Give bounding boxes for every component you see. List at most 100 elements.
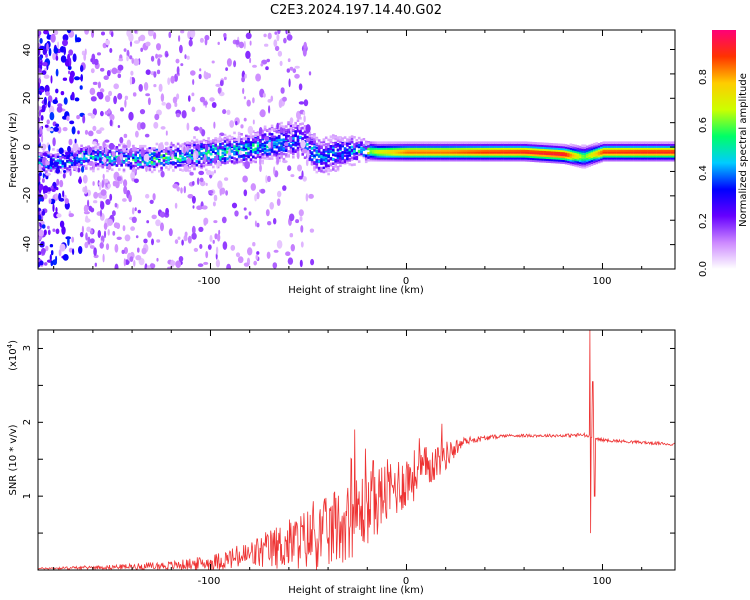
spectrogram-cell-759	[197, 152, 201, 155]
spectrogram-cell-141	[70, 165, 74, 169]
spectrogram-cell-1962	[395, 157, 399, 160]
spectrogram-cells	[38, 30, 675, 269]
spectrogram-speckle-654	[97, 81, 101, 89]
spectrogram-cell-767	[197, 140, 201, 143]
spectrogram-cell-2159	[440, 143, 443, 146]
spectrogram-cell-2427	[503, 147, 507, 150]
spectrogram-speckle-801	[104, 178, 109, 183]
spectrogram-cell-2547	[531, 147, 535, 151]
spectrogram-cell-2744	[576, 145, 580, 148]
spectrogram-cell-3026	[642, 157, 646, 160]
spectrogram-speckle-754	[198, 226, 204, 232]
spectrogram-speckle-544	[160, 170, 165, 178]
spectrogram-speckle-645	[103, 222, 108, 230]
spectrogram-cell-1851	[369, 158, 373, 162]
spectrogram-cell-1637	[332, 168, 335, 171]
spectrogram-cell-2914	[614, 141, 617, 144]
spectrogram-cell-2733	[574, 144, 577, 148]
spectrogram-cell-2900	[611, 149, 615, 152]
spectrogram-speckle-284	[56, 178, 60, 186]
spectrogram-cell-489	[143, 144, 147, 148]
spectrogram-cell-2205	[452, 151, 455, 154]
spectrogram-cell-2985	[633, 158, 636, 162]
spectrogram-cell-2939	[621, 151, 624, 154]
spectrogram-cell-2143	[437, 155, 441, 158]
spectrogram-speckle-245	[181, 110, 187, 119]
spectrogram-cell-532	[153, 147, 156, 150]
spectrogram-cell-723	[190, 144, 194, 147]
spectrogram-cell-3087	[656, 155, 660, 158]
spectrogram-cell-50	[49, 167, 53, 171]
spectrogram-cell-2158	[440, 145, 443, 148]
spectrogram-cell-1402	[299, 145, 302, 148]
spectrogram-speckle-518	[252, 64, 257, 68]
spectrogram-cell-1674	[336, 159, 340, 162]
spectrogram-cell-2197	[449, 147, 453, 150]
spectrogram-cell-2519	[524, 143, 528, 146]
spectrogram-cell-2337	[482, 147, 486, 150]
spectrogram-cell-2837	[597, 156, 601, 160]
spectrogram-cell-415	[129, 167, 133, 170]
spectrogram-cell-1993	[402, 155, 406, 158]
spectrogram-cell-1985	[400, 151, 403, 154]
spectrogram-cell-2999	[635, 151, 638, 154]
spectrogram-cell-2339	[482, 143, 486, 146]
spectrogram-cell-5	[38, 161, 41, 165]
spectrogram-speckle-347	[114, 263, 119, 269]
spectrogram-speckle-553	[277, 30, 281, 35]
spectrogram-cell-1582	[322, 143, 326, 147]
spectrogram-cell-920	[223, 133, 227, 137]
spectrogram-cell-1028	[242, 146, 246, 149]
spectrogram-cell-2467	[513, 147, 516, 150]
spectrogram-cell-2099	[426, 143, 429, 146]
spectrogram-cell-1717	[341, 138, 344, 141]
spectrogram-cell-53	[49, 166, 53, 169]
spectrogram-cell-1631	[329, 145, 333, 148]
spectrogram-cell-710	[188, 141, 192, 145]
spectrogram-cell-506	[148, 153, 152, 157]
spectrogram-cell-1054	[247, 146, 250, 150]
spectrogram-cell-2019	[407, 143, 410, 146]
spectrogram-cell-349	[115, 164, 119, 167]
spectrogram-cell-2226	[456, 149, 460, 152]
spectrogram-speckle-499	[178, 256, 184, 262]
spectrogram-speckle-300	[62, 173, 66, 179]
spectrogram-cell-774	[200, 152, 203, 156]
spectrogram-speckle-802	[226, 58, 232, 67]
spectrogram-cell-2583	[541, 156, 544, 159]
spectrogram-cell-1798	[357, 160, 361, 163]
spectrogram-cell-2745	[579, 165, 582, 168]
spectrogram-speckle-688	[252, 97, 255, 104]
spectrogram-cell-133	[68, 165, 72, 168]
spectrogram-cell-1468	[308, 158, 312, 161]
spectrogram-speckle-387	[290, 127, 293, 137]
spectrogram-cell-793	[202, 144, 206, 147]
spectrogram-cell-2221	[456, 158, 460, 162]
spectrogram-cell-2595	[543, 152, 547, 155]
spectrogram-cell-2027	[409, 147, 413, 150]
spectrogram-cell-904	[221, 142, 225, 145]
spectrogram-cell-2278	[468, 145, 471, 148]
spectrogram-speckle-275	[290, 174, 295, 178]
spectrogram-cell-2291	[473, 158, 476, 162]
spectrogram-cell-2451	[510, 158, 514, 162]
spectrogram-cell-3097	[658, 155, 662, 158]
spectrogram-cell-482	[143, 160, 147, 164]
spectrogram-cell-1655	[334, 164, 337, 167]
spectrogram-cell-94	[59, 161, 62, 165]
spectrogram-speckle-540	[172, 96, 178, 104]
spectrogram-cell-2589	[541, 144, 544, 147]
spectrogram-cell-1234	[275, 154, 279, 157]
spectrogram-speckle-681	[286, 34, 293, 41]
spectrogram-cell-1998	[402, 145, 406, 148]
spectrogram-cell-2232	[459, 157, 462, 160]
spectrogram-cell-1722	[343, 154, 347, 158]
spectrogram-cell-1641	[332, 153, 335, 157]
spectrogram-cell-2732	[574, 146, 577, 150]
spectrogram-cell-2500	[520, 141, 523, 144]
spectrogram-cell-289	[101, 153, 105, 156]
spectrogram-speckle-21	[191, 225, 196, 235]
spectrogram-speckle-880	[84, 218, 91, 223]
spectrogram-cell-1665	[334, 145, 337, 149]
spectrogram-cell-2920	[616, 149, 620, 152]
